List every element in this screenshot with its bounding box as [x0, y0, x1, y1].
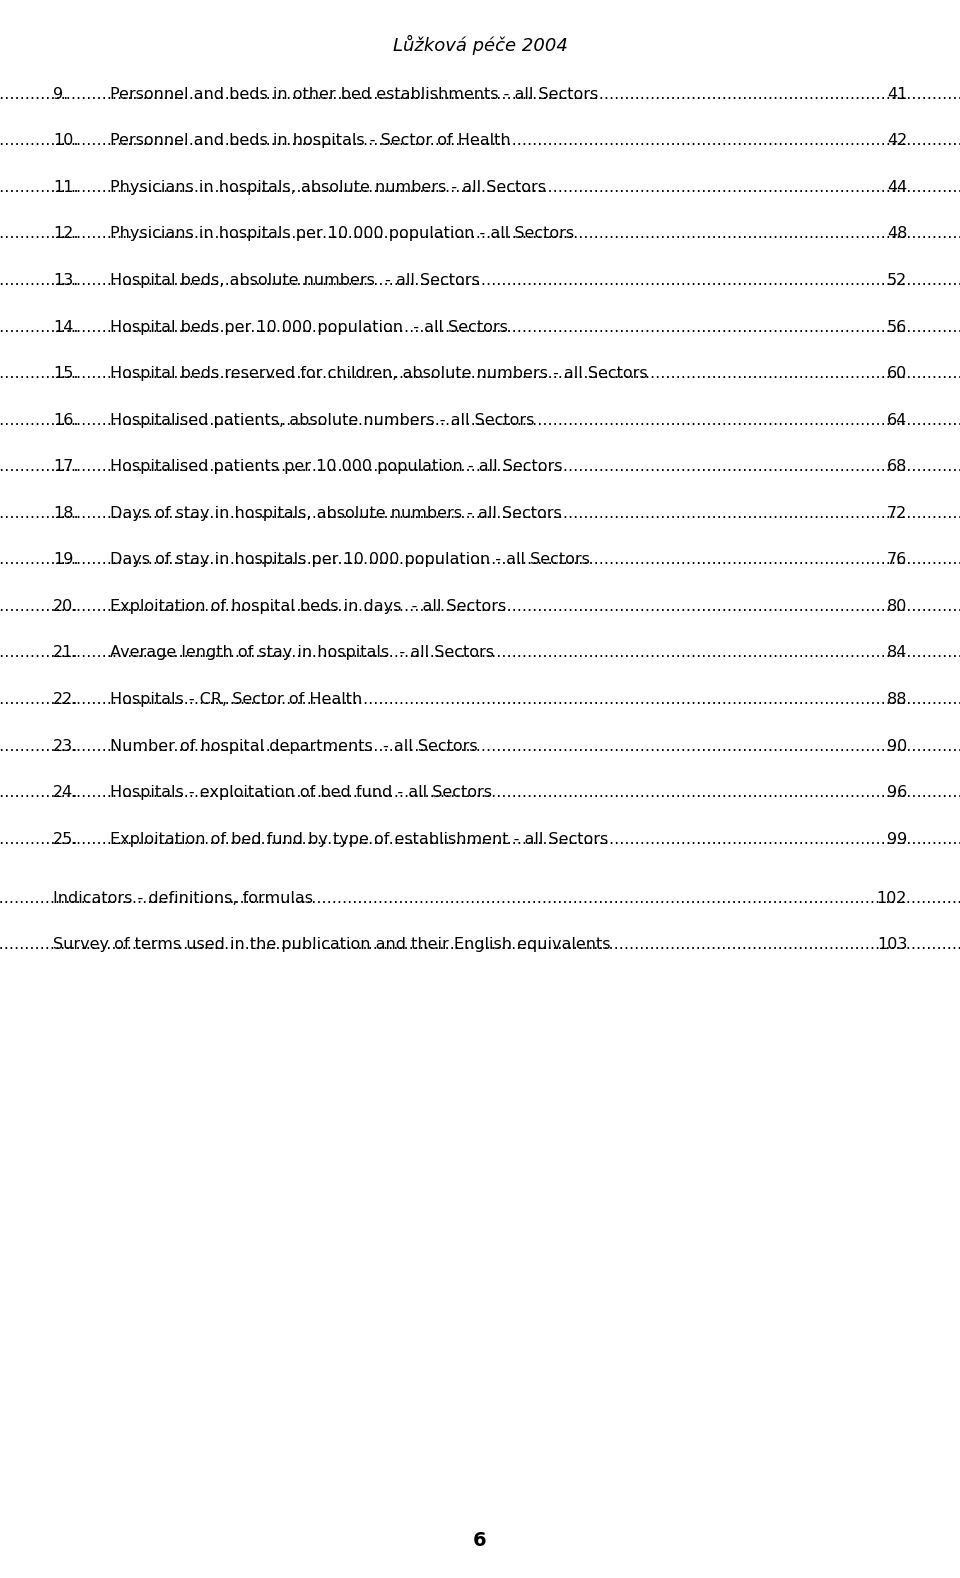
Text: Exploitation of bed fund by type of establishment - all Sectors: Exploitation of bed fund by type of esta… — [110, 832, 609, 847]
Text: 20.: 20. — [53, 598, 78, 614]
Text: Hospitalised patients per 10 000 population - all Sectors: Hospitalised patients per 10 000 populat… — [110, 459, 563, 475]
Text: 18.: 18. — [53, 505, 79, 521]
Text: Physicians in hospitals, absolute numbers - all Sectors: Physicians in hospitals, absolute number… — [110, 180, 546, 196]
Text: Hospitals - exploitation of bed fund - all Sectors: Hospitals - exploitation of bed fund - a… — [110, 784, 492, 800]
Text: 68: 68 — [887, 459, 907, 475]
Text: 102: 102 — [876, 890, 907, 906]
Text: 48: 48 — [887, 227, 907, 241]
Text: 13.: 13. — [53, 273, 78, 289]
Text: 90: 90 — [887, 739, 907, 754]
Text: ................................................................................: ........................................… — [0, 598, 960, 614]
Text: ................................................................................: ........................................… — [0, 227, 960, 241]
Text: 21.: 21. — [53, 645, 79, 661]
Text: ................................................................................: ........................................… — [0, 552, 960, 568]
Text: 15.: 15. — [53, 366, 79, 382]
Text: Hospital beds reserved for children, absolute numbers - all Sectors: Hospital beds reserved for children, abs… — [110, 366, 648, 382]
Text: 56: 56 — [887, 319, 907, 335]
Text: ................................................................................: ........................................… — [0, 366, 960, 382]
Text: Personnel and beds in hospitals - Sector of Health: Personnel and beds in hospitals - Sector… — [110, 134, 511, 148]
Text: 80: 80 — [887, 598, 907, 614]
Text: Hospital beds, absolute numbers  - all Sectors: Hospital beds, absolute numbers - all Se… — [110, 273, 480, 289]
Text: Hospitalised patients, absolute numbers - all Sectors: Hospitalised patients, absolute numbers … — [110, 412, 535, 428]
Text: Survey of terms used in the publication and their English equivalents: Survey of terms used in the publication … — [53, 937, 611, 953]
Text: ................................................................................: ........................................… — [0, 937, 960, 953]
Text: 72: 72 — [887, 505, 907, 521]
Text: 99: 99 — [887, 832, 907, 847]
Text: 76: 76 — [887, 552, 907, 568]
Text: ................................................................................: ........................................… — [0, 87, 960, 103]
Text: Personnel and beds in other bed establishments - all Sectors: Personnel and beds in other bed establis… — [110, 87, 599, 103]
Text: ................................................................................: ........................................… — [0, 890, 960, 906]
Text: 96: 96 — [887, 784, 907, 800]
Text: 16.: 16. — [53, 412, 79, 428]
Text: ................................................................................: ........................................… — [0, 180, 960, 196]
Text: 12.: 12. — [53, 227, 79, 241]
Text: ................................................................................: ........................................… — [0, 505, 960, 521]
Text: 10.: 10. — [53, 134, 79, 148]
Text: ................................................................................: ........................................… — [0, 134, 960, 148]
Text: 6: 6 — [473, 1531, 487, 1550]
Text: ................................................................................: ........................................… — [0, 691, 960, 707]
Text: Physicians in hospitals per 10 000 population - all Sectors: Physicians in hospitals per 10 000 popul… — [110, 227, 574, 241]
Text: 23.: 23. — [53, 739, 78, 754]
Text: 103: 103 — [876, 937, 907, 953]
Text: 25.: 25. — [53, 832, 78, 847]
Text: Indicators - definitions, formulas: Indicators - definitions, formulas — [53, 890, 313, 906]
Text: 42: 42 — [887, 134, 907, 148]
Text: 17.: 17. — [53, 459, 79, 475]
Text: Exploitation of hospital beds in days  - all Sectors: Exploitation of hospital beds in days - … — [110, 598, 507, 614]
Text: 41: 41 — [887, 87, 907, 103]
Text: Hospitals - CR, Sector of Health: Hospitals - CR, Sector of Health — [110, 691, 363, 707]
Text: 60: 60 — [887, 366, 907, 382]
Text: 11.: 11. — [53, 180, 79, 196]
Text: Lůžková péče 2004: Lůžková péče 2004 — [393, 35, 567, 55]
Text: 64: 64 — [887, 412, 907, 428]
Text: ................................................................................: ........................................… — [0, 319, 960, 335]
Text: 9.: 9. — [53, 87, 68, 103]
Text: 19.: 19. — [53, 552, 79, 568]
Text: ................................................................................: ........................................… — [0, 645, 960, 661]
Text: ................................................................................: ........................................… — [0, 459, 960, 475]
Text: 44: 44 — [887, 180, 907, 196]
Text: 52: 52 — [887, 273, 907, 289]
Text: 84: 84 — [887, 645, 907, 661]
Text: Hospital beds per 10 000 population  - all Sectors: Hospital beds per 10 000 population - al… — [110, 319, 508, 335]
Text: Average length of stay in hospitals  - all Sectors: Average length of stay in hospitals - al… — [110, 645, 494, 661]
Text: 24.: 24. — [53, 784, 78, 800]
Text: 22.: 22. — [53, 691, 78, 707]
Text: Days of stay in hospitals, absolute numbers - all Sectors: Days of stay in hospitals, absolute numb… — [110, 505, 563, 521]
Text: ................................................................................: ........................................… — [0, 784, 960, 800]
Text: 88: 88 — [887, 691, 907, 707]
Text: ................................................................................: ........................................… — [0, 273, 960, 289]
Text: Days of stay in hospitals per 10 000 population - all Sectors: Days of stay in hospitals per 10 000 pop… — [110, 552, 590, 568]
Text: Number of hospital departments  - all Sectors: Number of hospital departments - all Sec… — [110, 739, 478, 754]
Text: ................................................................................: ........................................… — [0, 412, 960, 428]
Text: 14.: 14. — [53, 319, 79, 335]
Text: ................................................................................: ........................................… — [0, 739, 960, 754]
Text: ................................................................................: ........................................… — [0, 832, 960, 847]
